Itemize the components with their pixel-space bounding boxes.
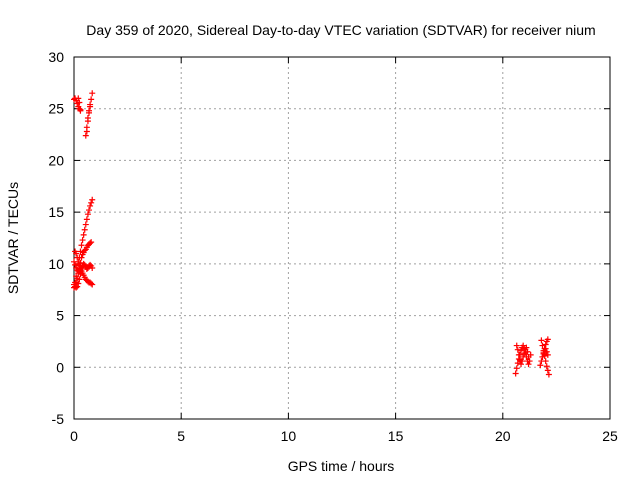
x-tick-label: 25	[602, 428, 618, 444]
chart-title: Day 359 of 2020, Sidereal Day-to-day VTE…	[86, 22, 595, 38]
data-point-marker	[84, 118, 91, 125]
data-point-marker	[87, 240, 94, 247]
data-point-marker	[82, 221, 89, 228]
data-point-marker	[89, 90, 96, 97]
data-point-marker	[83, 216, 90, 223]
data-point-marker	[515, 351, 522, 358]
data-point-marker	[86, 109, 93, 116]
data-point-marker	[523, 344, 530, 351]
data-point-marker	[77, 271, 84, 278]
y-tick-label: 10	[48, 256, 64, 272]
data-point-marker	[81, 226, 88, 233]
data-point-marker	[513, 342, 520, 349]
data-point-marker	[521, 350, 528, 357]
data-point-marker	[75, 258, 82, 265]
data-point-marker	[74, 283, 81, 290]
data-point-marker	[539, 353, 546, 360]
data-point-marker	[518, 347, 525, 354]
data-point-marker	[77, 248, 84, 255]
y-tick-label: 15	[48, 204, 64, 220]
data-point-marker	[88, 239, 95, 246]
y-tick-label: 20	[48, 152, 64, 168]
data-point-marker	[73, 284, 80, 291]
data-point-marker	[540, 350, 547, 357]
data-point-marker	[87, 202, 94, 209]
data-point-marker	[83, 128, 90, 135]
data-point-marker	[80, 231, 87, 238]
x-tick-label: 10	[281, 428, 297, 444]
data-point-marker	[539, 342, 546, 349]
data-point-marker	[525, 361, 532, 368]
data-point-marker	[76, 276, 83, 283]
plot-frame	[73, 56, 611, 420]
data-point-marker	[79, 237, 86, 244]
data-point-marker	[75, 280, 82, 287]
data-point-marker	[74, 254, 81, 261]
data-point-marker	[82, 132, 89, 139]
data-point-marker	[81, 247, 88, 254]
data-point-marker	[542, 345, 549, 352]
data-point-marker	[86, 207, 93, 214]
data-point-marker	[519, 358, 526, 365]
y-tick-label: -5	[52, 411, 65, 427]
data-point-marker	[80, 260, 87, 267]
data-point-marker	[73, 250, 80, 257]
x-tick-label: 0	[70, 428, 78, 444]
data-point-marker	[87, 261, 94, 268]
data-point-marker	[513, 365, 520, 372]
data-point-marker	[89, 196, 96, 203]
data-point-marker	[77, 107, 84, 114]
data-point-marker	[78, 242, 85, 249]
data-point-marker	[83, 266, 90, 273]
data-point-marker	[544, 336, 551, 343]
axis-ticks: 0 5 10 15 20 25 -5 0 5 10 15 20 25 30	[48, 49, 618, 444]
data-point-marker	[84, 211, 91, 218]
y-tick-label: 25	[48, 101, 64, 117]
y-tick-label: 0	[56, 359, 64, 375]
x-tick-label: 20	[495, 428, 511, 444]
data-point-marker	[87, 103, 94, 110]
data-point-marker	[526, 358, 533, 365]
data-point-marker	[89, 281, 96, 288]
data-point-marker	[520, 342, 527, 349]
data-point-marker	[89, 264, 96, 271]
data-point-marker	[72, 261, 79, 268]
x-tick-label: 15	[388, 428, 404, 444]
data-point-marker	[518, 361, 525, 368]
grid-lines	[74, 57, 610, 419]
data-point-marker	[542, 358, 549, 365]
data-point-marker	[545, 371, 552, 378]
data-point-marker	[543, 363, 550, 370]
x-tick-label: 5	[177, 428, 185, 444]
y-axis-label: SDTVAR / TECUs	[5, 182, 21, 294]
y-tick-label: 30	[48, 49, 64, 65]
data-point-marker	[76, 99, 83, 106]
data-point-marker	[88, 199, 95, 206]
data-point-marker	[88, 96, 95, 103]
data-point-marker	[538, 337, 545, 344]
data-point-marker	[525, 353, 532, 360]
data-point-marker	[514, 360, 521, 367]
data-point-marker	[544, 351, 551, 358]
data-point-marker	[512, 370, 519, 377]
data-points	[71, 90, 552, 378]
data-point-marker	[520, 353, 527, 360]
data-point-marker	[544, 367, 551, 374]
data-point-marker	[514, 346, 521, 353]
y-tick-label: 5	[56, 308, 64, 324]
data-point-marker	[88, 280, 95, 287]
data-point-marker	[543, 348, 550, 355]
data-point-marker	[537, 362, 544, 369]
data-point-marker	[524, 348, 531, 355]
data-point-marker	[75, 95, 82, 102]
x-axis-label: GPS time / hours	[288, 458, 395, 474]
data-point-marker	[76, 262, 83, 269]
